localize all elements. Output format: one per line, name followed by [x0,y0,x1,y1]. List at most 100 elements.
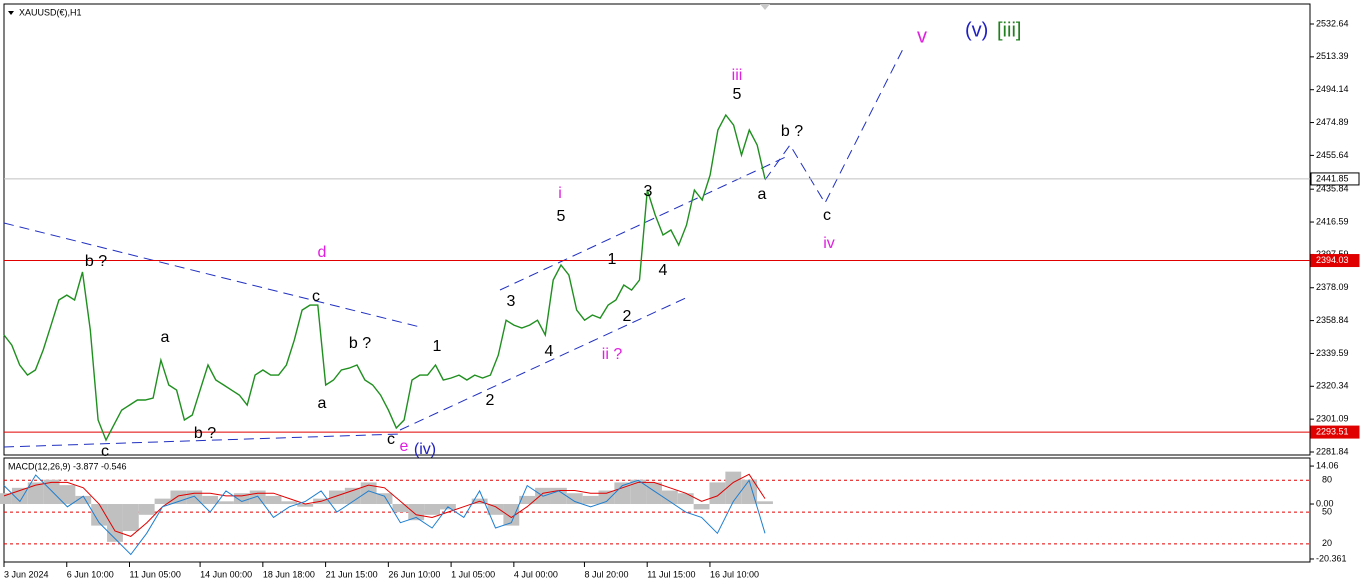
wave-label: (v) [965,19,988,41]
wave-label: [iii] [997,19,1021,41]
y-tick-label: 2397.59 [1316,249,1349,259]
wave-label: 2 [623,308,632,325]
price-tag-label: 2293.51 [1316,426,1349,436]
macd-frame [3,457,1311,563]
histogram-bar [424,504,440,515]
histogram-bar [582,495,599,505]
trendline [499,154,791,291]
price-tag [1310,172,1360,186]
histogram-bar [376,493,393,505]
wave-label: 3 [644,183,653,200]
trendlines [3,44,906,448]
histogram-bar [154,498,171,505]
histogram-bar [408,504,425,521]
histogram-bar [360,482,377,505]
y-tick-label: 2474.89 [1316,117,1349,127]
wave-label: c [823,207,831,224]
wave-label: b ? [781,123,803,140]
wave-label: b ? [194,425,216,442]
histogram-bar [297,504,314,507]
histogram-bar [392,504,409,513]
wave-label: i [558,185,562,202]
histogram-bar [218,501,234,505]
wave-label: e [400,438,409,455]
wave-label: (iv) [414,441,436,458]
x-tick-label: 14 Jun 00:00 [200,569,252,579]
x-tick-label: 1 Jul 05:00 [451,569,495,579]
x-tick-label: 6 Jun 10:00 [67,569,114,579]
wave-label: iii [732,67,743,84]
trendline [3,433,401,448]
histogram-bar [693,504,710,510]
shift-marker [760,4,770,10]
y-tick-label: 2494.14 [1316,84,1349,94]
histogram-bar [598,490,615,505]
wave-label: 4 [659,262,668,279]
wave-label: d [318,244,327,261]
wave-label: iv [823,235,835,252]
x-tick-label: 11 Jul 15:00 [647,569,695,579]
wave-label: c [387,431,395,448]
title-arrow [8,11,14,15]
wave-label: a [318,395,327,412]
histogram-bar [91,504,108,526]
histogram-bar [59,485,76,505]
wave-label: c [312,288,320,305]
histogram-bar [725,471,742,505]
x-tick-label: 3 Jun 2024 [4,569,49,579]
histogram-bar [757,501,773,505]
macd-title: MACD(12,26,9) -3.877 -0.546 [8,461,127,471]
histogram-bar [0,493,12,505]
trendline [399,295,691,431]
y2-tick-label: 50 [1322,506,1332,516]
signal-line [3,473,766,537]
wave-label: b ? [85,253,107,270]
histogram-bar [27,482,44,505]
y-tick-label: 2532.64 [1316,18,1349,28]
x-tick-label: 11 Jun 05:00 [130,569,181,579]
histogram-bar [329,490,345,505]
wave-label: a [758,186,767,203]
x-tick-label: 8 Jul 20:00 [584,569,628,579]
histogram-bar [487,504,504,515]
wave-label: 2 [486,392,495,409]
y-tick-label: 0.00 [1316,498,1334,508]
y-tick-label: 2320.34 [1316,381,1349,391]
y-tick-label: 2416.59 [1316,216,1349,226]
histogram-bar [519,495,536,505]
y-tick-label: 14.06 [1316,460,1339,470]
wave-label: 1 [608,251,617,268]
y-tick-label: 2301.09 [1316,414,1349,424]
wave-label: v [917,25,927,47]
x-tick-label: 4 Jul 00:00 [514,569,558,579]
histogram-bar [630,479,647,505]
wave-label: a [161,329,170,346]
histogram-bar [43,479,60,505]
histogram-bar [249,490,266,505]
y2-tick-label: 20 [1322,538,1332,548]
y-tick-label: 2378.09 [1316,282,1349,292]
y-tick-label: 2358.84 [1316,315,1349,325]
histogram-bar [233,493,250,505]
histogram-bar [646,482,662,505]
y2-tick-label: 80 [1322,475,1332,485]
wave-label: b ? [349,335,371,352]
histogram-bar [661,490,678,505]
histogram-bar [709,482,726,505]
x-tick-label: 16 Jul 10:00 [710,569,759,579]
y-tick-label: -20.361 [1316,553,1347,563]
chart-title: XAUUSD(€),H1 [19,7,82,17]
histogram-bar [107,504,123,542]
wave-label: 4 [545,343,554,360]
price-frame [3,3,1311,456]
histogram-bar [202,495,219,505]
histogram-bar [614,482,631,505]
histogram-bar [677,493,694,505]
histogram-bar [265,495,282,505]
wave-label: 1 [433,338,442,355]
histogram-bar [122,504,139,532]
price-line [3,113,766,442]
histogram-bar [75,495,92,505]
wave-label: 3 [507,293,516,310]
